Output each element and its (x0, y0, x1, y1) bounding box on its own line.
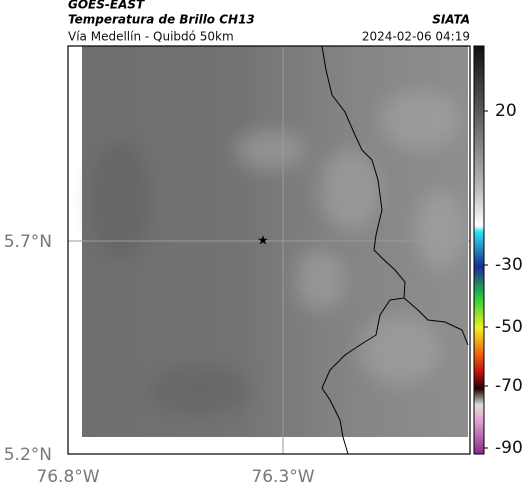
subtitle: Vía Medellín - Quibdó 50km (68, 30, 234, 44)
title: Temperatura de Brillo CH13 (68, 13, 255, 27)
lat-label: 5.7°N (4, 232, 52, 252)
colorbar-label: -90 (495, 438, 523, 458)
colorbar-label: -30 (495, 255, 523, 275)
org: SIATA (432, 13, 470, 27)
border-line (321, 45, 469, 455)
location-star: ★ (257, 234, 269, 249)
map-frame (67, 45, 471, 455)
colorbar-label: -70 (495, 376, 523, 396)
lon-label: 76.3°W (251, 467, 314, 487)
colorbar-label: 20 (495, 101, 517, 121)
lon-label: 76.8°W (36, 467, 99, 487)
lat-label: 5.2°N (4, 445, 52, 465)
colorbar-ticks: 20 -30 -50 -70 -90 (484, 101, 523, 458)
datetime: 2024-02-06 04:19 (362, 30, 470, 44)
colorbar-label: -50 (495, 317, 523, 337)
colorbar (473, 45, 485, 455)
source: GOES-EAST (68, 0, 145, 12)
